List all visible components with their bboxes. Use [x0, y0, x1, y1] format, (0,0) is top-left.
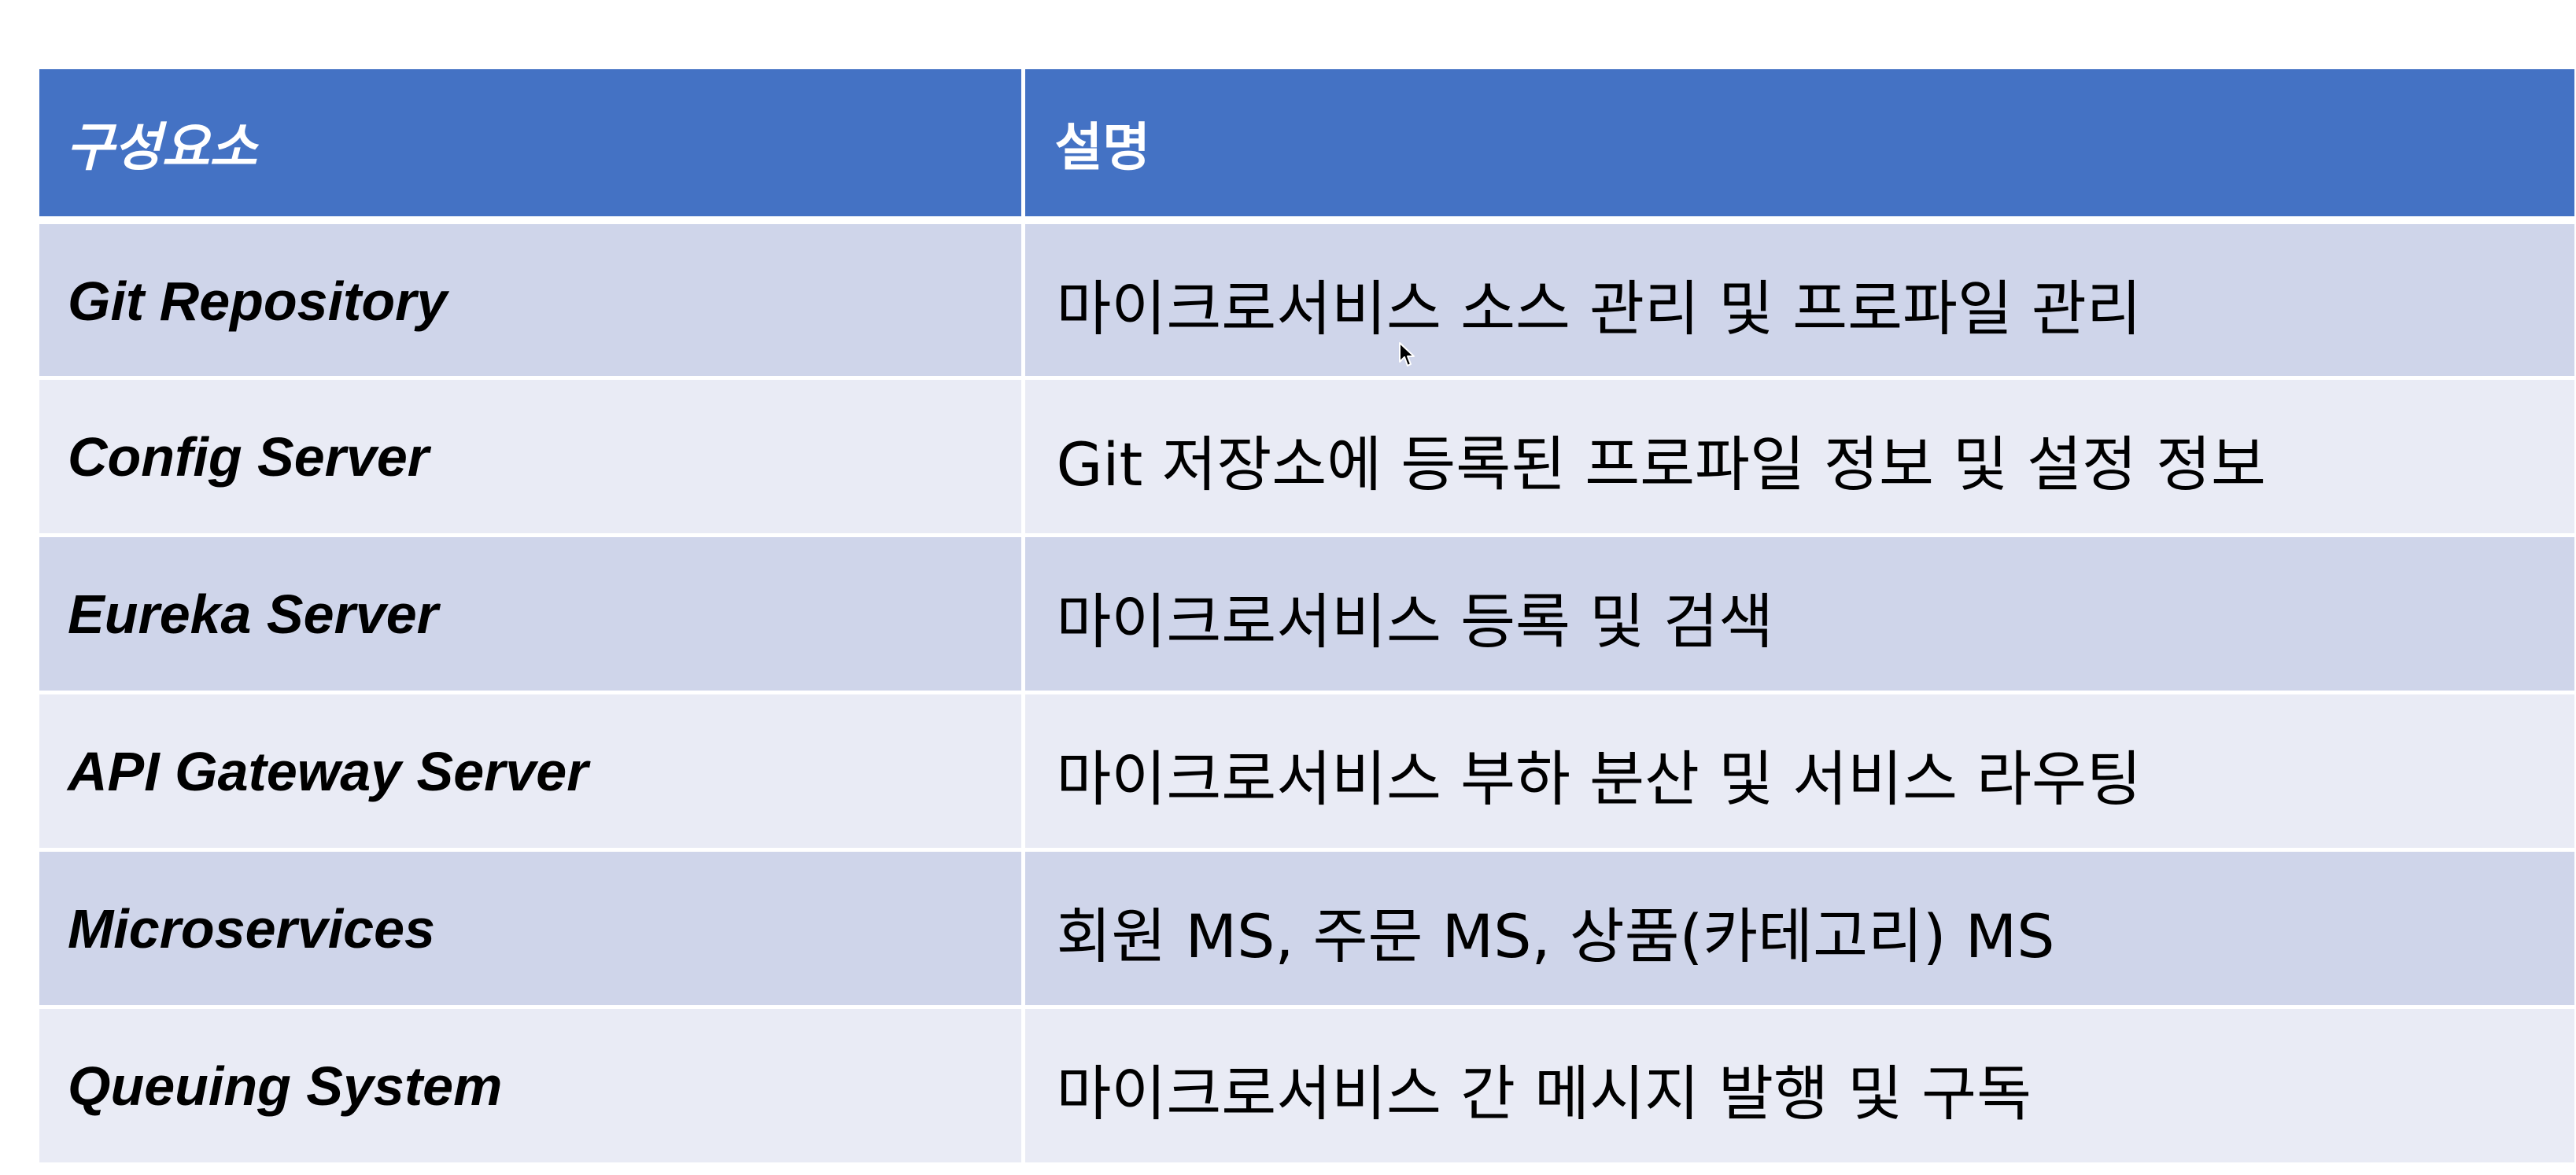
- component-description: Git 저장소에 등록된 프로파일 정보 및 설정 정보: [1023, 378, 2576, 537]
- table-row: Eureka Server 마이크로서비스 등록 및 검색: [39, 535, 2576, 694]
- component-description: 마이크로서비스 간 메시지 발행 및 구독: [1023, 1007, 2576, 1166]
- component-description: 마이크로서비스 소스 관리 및 프로파일 관리: [1023, 220, 2576, 380]
- component-name: Microservices: [39, 849, 1025, 1009]
- component-name: Queuing System: [39, 1007, 1025, 1166]
- table-row: Config Server Git 저장소에 등록된 프로파일 정보 및 설정 …: [39, 378, 2576, 537]
- table-row: Git Repository 마이크로서비스 소스 관리 및 프로파일 관리: [39, 220, 2576, 380]
- component-description: 회원 MS, 주문 MS, 상품(카테고리) MS: [1023, 849, 2576, 1009]
- header-component: 구성요소: [39, 69, 1025, 224]
- header-description: 설명: [1023, 69, 2576, 224]
- component-name: API Gateway Server: [39, 692, 1025, 852]
- component-description: 마이크로서비스 부하 분산 및 서비스 라우팅: [1023, 692, 2576, 852]
- component-name: Config Server: [39, 378, 1025, 537]
- components-table: 구성요소 설명 Git Repository 마이크로서비스 소스 관리 및 프…: [39, 69, 2576, 1166]
- mouse-pointer-icon: [1399, 342, 1415, 366]
- table-row: Microservices 회원 MS, 주문 MS, 상품(카테고리) MS: [39, 849, 2576, 1009]
- header-row: 구성요소 설명: [39, 69, 2576, 224]
- table-row: Queuing System 마이크로서비스 간 메시지 발행 및 구독: [39, 1007, 2576, 1166]
- component-name: Eureka Server: [39, 535, 1025, 694]
- component-name: Git Repository: [39, 220, 1025, 380]
- table-row: API Gateway Server 마이크로서비스 부하 분산 및 서비스 라…: [39, 692, 2576, 852]
- component-description: 마이크로서비스 등록 및 검색: [1023, 535, 2576, 694]
